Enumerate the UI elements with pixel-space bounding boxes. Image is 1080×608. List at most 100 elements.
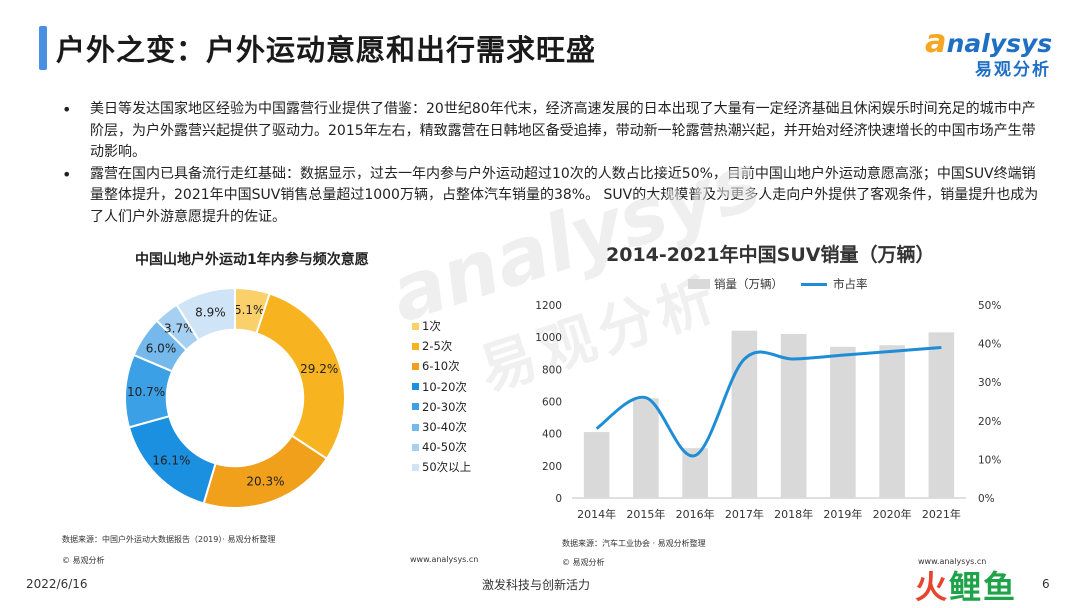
page-number: 6 <box>1042 577 1050 591</box>
donut-legend-label: 40-50次 <box>422 440 467 455</box>
donut-slice-label: 29.2% <box>300 362 338 376</box>
title-accent-bar <box>39 26 47 70</box>
donut-legend-swatch <box>412 403 419 411</box>
donut-legend-label: 20-30次 <box>422 399 467 414</box>
y-left-tick-label: 0 <box>555 493 562 505</box>
footer-slogan: 激发科技与创新活力 <box>482 578 591 592</box>
footer-date: 2022/6/16 <box>26 577 88 591</box>
donut-legend-item: 20-30次 <box>412 397 471 417</box>
donut-legend-label: 6-10次 <box>422 359 460 374</box>
bullet-list: • 美日等发达国家地区经验为中国露营行业提供了借鉴：20世纪80年代末，经济高速… <box>62 99 1047 228</box>
brand-mark-part-b: 鲤鱼 <box>949 568 1018 606</box>
donut-legend-swatch <box>412 383 419 391</box>
y-right-tick-label: 10% <box>978 454 1001 466</box>
x-tick-label: 2018年 <box>774 507 813 521</box>
bullet-item: • 美日等发达国家地区经验为中国露营行业提供了借鉴：20世纪80年代末，经济高速… <box>62 99 1047 164</box>
url-right: www.analysys.cn <box>918 557 987 566</box>
source-note-right: 数据来源：汽车工业协会 · 易观分析整理 <box>562 539 706 548</box>
sales-bar <box>879 345 905 498</box>
legend-swatch-sales <box>688 279 710 289</box>
logo-wordmark-a: a <box>925 22 947 60</box>
copyright-right: © 易观分析 <box>562 558 605 567</box>
brand-mark-part-a: 火 <box>915 568 950 606</box>
logo-wordmark: analysys <box>925 22 1052 60</box>
legend-swatch-share <box>801 282 827 286</box>
sales-bar <box>780 333 807 498</box>
donut-slice <box>255 292 346 461</box>
sales-bar <box>731 330 758 498</box>
donut-chart-title: 中国山地户外运动1年内参与频次意愿 <box>135 252 369 268</box>
x-tick-label: 2021年 <box>922 507 961 521</box>
donut-legend-item: 30-40次 <box>412 417 471 437</box>
donut-legend-swatch <box>412 443 419 451</box>
copyright-left: © 易观分析 <box>62 556 105 565</box>
x-tick-label: 2019年 <box>823 507 862 521</box>
donut-chart: 5.1% 29.2% 20.3% 16.1% 10.7% 6.0% 3.7%8.9% <box>124 286 346 509</box>
suv-sales-chart: 0 200 400 600 800 1000 1200 0% 10% 20% 30% 40% 50% 20… <box>535 300 1001 521</box>
legend-label-share: 市占率 <box>833 277 868 291</box>
bullet-text: 美日等发达国家地区经验为中国露营行业提供了借鉴：20世纪80年代末，经济高速发展… <box>90 101 1036 160</box>
y-left-tick-label: 400 <box>542 429 562 441</box>
logo-wordmark-rest: nalysys <box>946 29 1053 58</box>
y-right-tick-label: 50% <box>978 300 1001 312</box>
page-title: 户外之变：户外运动意愿和出行需求旺盛 <box>56 33 597 67</box>
logo-chinese-name: 易观分析 <box>975 60 1051 80</box>
brand-watermark-logo: 火鲤鱼 <box>915 562 1017 608</box>
bullet-item: • 露营在国内已具备流行走红基础：数据显示，过去一年内参与户外运动超过10次的人… <box>62 164 1047 229</box>
y-left-tick-label: 1000 <box>535 332 562 344</box>
y-left-tick-label: 1200 <box>535 300 562 312</box>
donut-slice-label: 8.9% <box>195 305 226 319</box>
source-note-left: 数据来源：中国户外运动大数据报告（2019）· 易观分析整理 <box>62 535 276 544</box>
legend-label-sales: 销量（万辆） <box>714 277 783 291</box>
y-left-tick-label: 800 <box>542 364 562 376</box>
bullet-dot: • <box>62 100 72 119</box>
bar-chart-title: 2014-2021年中国SUV销量（万辆） <box>606 244 935 266</box>
y-right-tick-label: 30% <box>978 377 1001 389</box>
sales-bar <box>928 332 955 498</box>
x-tick-label: 2017年 <box>725 507 764 521</box>
y-right-tick-label: 40% <box>978 339 1001 351</box>
y-left-tick-label: 600 <box>542 397 562 409</box>
donut-legend-swatch <box>412 423 419 431</box>
analysys-logo: analysys 易观分析 <box>925 22 1065 82</box>
donut-legend-label: 30-40次 <box>422 420 467 435</box>
bullet-dot: • <box>62 164 72 184</box>
donut-legend-item: 40-50次 <box>412 437 471 457</box>
y-right-tick-label: 20% <box>978 416 1001 428</box>
donut-slice-label: 6.0% <box>146 341 177 355</box>
sales-bar <box>830 346 856 498</box>
x-tick-label: 2014年 <box>577 507 616 521</box>
donut-legend-label: 10-20次 <box>422 379 467 394</box>
y-right-tick-label: 0% <box>978 493 995 505</box>
donut-legend-item: 10-20次 <box>412 377 471 397</box>
donut-legend-item: 1次 <box>412 316 471 336</box>
donut-slice <box>175 286 236 342</box>
y-left-tick-label: 200 <box>542 461 562 473</box>
x-tick-label: 2016年 <box>676 507 715 521</box>
x-tick-label: 2015年 <box>626 507 665 521</box>
donut-slice-label: 3.7% <box>164 321 195 335</box>
market-share-line <box>595 345 942 458</box>
donut-legend-swatch <box>412 463 419 471</box>
url-left: www.analysys.cn <box>410 555 479 564</box>
donut-legend-item: 50次以上 <box>412 457 471 477</box>
donut-legend-label: 1次 <box>422 319 441 334</box>
donut-slice-label: 20.3% <box>246 475 284 489</box>
donut-slice-label: 16.1% <box>152 453 190 467</box>
bar-chart-legend: 销量（万辆） 市占率 <box>688 276 868 292</box>
sales-bar <box>583 432 610 498</box>
donut-legend: 1次 2-5次 6-10次 10-20次 20-30次 30-40次 40-50次 50次以上 <box>412 316 471 478</box>
sales-bar <box>633 398 659 498</box>
bullet-text: 露营在国内已具备流行走红基础：数据显示，过去一年内参与户外运动超过10次的人数占… <box>90 165 1039 225</box>
donut-slice-label: 5.1% <box>234 303 265 317</box>
donut-legend-swatch <box>412 362 419 370</box>
donut-legend-swatch <box>412 342 419 350</box>
x-tick-label: 2020年 <box>873 507 912 521</box>
donut-legend-item: 6-10次 <box>412 356 471 376</box>
donut-legend-swatch <box>412 322 419 330</box>
donut-legend-item: 2-5次 <box>412 336 471 356</box>
donut-legend-label: 2-5次 <box>422 339 453 354</box>
donut-slice-label: 10.7% <box>127 385 165 399</box>
donut-legend-label: 50次以上 <box>422 460 472 475</box>
donut-slice <box>202 434 329 509</box>
